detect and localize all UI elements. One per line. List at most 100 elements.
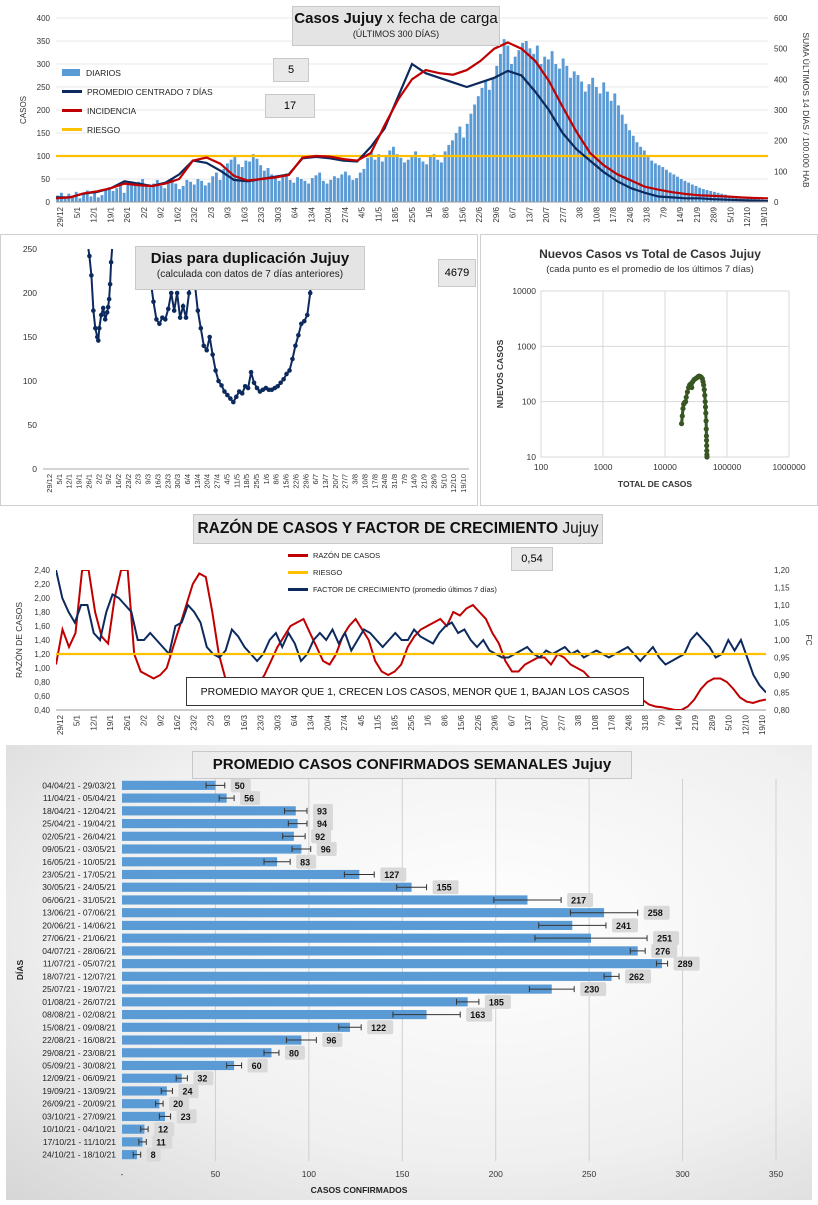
x-tick-label: 16/2 bbox=[173, 206, 182, 222]
bar-diarios bbox=[100, 195, 104, 202]
value-label-bg bbox=[312, 816, 333, 831]
x-tick-label: 11/5 bbox=[232, 474, 241, 488]
x-tick-label: 29/6 bbox=[491, 714, 500, 730]
category-label: 25/04/21 - 19/04/21 bbox=[42, 819, 116, 829]
category-label: 27/06/21 - 21/06/21 bbox=[42, 933, 116, 943]
point-duplicacion bbox=[104, 310, 110, 315]
bar-diarios bbox=[288, 179, 292, 202]
x-tick-label: 100000 bbox=[713, 462, 742, 472]
value-label-bg bbox=[466, 1007, 493, 1022]
bar-diarios bbox=[107, 187, 111, 202]
bar-semanal bbox=[122, 1086, 167, 1096]
point-duplicacion bbox=[154, 317, 159, 322]
bar-diarios bbox=[451, 140, 454, 202]
bar-semanal bbox=[122, 1022, 350, 1032]
bar-diarios bbox=[439, 162, 443, 202]
point-duplicacion bbox=[183, 315, 189, 320]
category-label: 04/07/21 - 28/06/21 bbox=[42, 946, 116, 956]
x-tick-label: 3/8 bbox=[351, 474, 360, 484]
bar-semanal bbox=[122, 1137, 143, 1147]
bar-diarios bbox=[498, 53, 502, 202]
chart-razon-legend: RAZÓN DE CASOS RIESGO FACTOR DE CRECIMIE… bbox=[284, 545, 501, 600]
x-tick-label: 8/6 bbox=[442, 206, 451, 218]
bar-diarios bbox=[517, 50, 521, 203]
y-right-tick-label: 1,15 bbox=[774, 584, 790, 593]
x-tick-label: 16/2 bbox=[114, 474, 123, 489]
legend-promedio-label: PROMEDIO CENTRADO 7 DÍAS bbox=[87, 86, 213, 97]
bar-diarios bbox=[104, 189, 108, 202]
bar-diarios bbox=[421, 161, 425, 202]
legend-promedio-swatch bbox=[62, 90, 82, 93]
x-tick-label: 26/1 bbox=[84, 474, 93, 489]
category-label: 05/09/21 - 30/08/21 bbox=[42, 1061, 116, 1071]
y-right-tick-label: 0,95 bbox=[774, 654, 790, 663]
point-duplicacion bbox=[245, 385, 251, 391]
value-label-bg bbox=[316, 842, 337, 857]
chart-duplicacion-subtitle: (calculada con datos de 7 días anteriore… bbox=[156, 269, 344, 280]
bar-diarios bbox=[546, 59, 550, 203]
value-label: 8 bbox=[151, 1150, 156, 1160]
bar-diarios bbox=[178, 189, 181, 202]
chart-casos-panel: 0 50 100 150 200 250 300 350 400 0 100 200 300 400 500… bbox=[0, 0, 818, 232]
legend-fc: FACTOR DE CRECIMIENTO (promedio últimos … bbox=[288, 581, 497, 598]
x-tick-label: 9/2 bbox=[156, 714, 165, 726]
x-tick-label: 5/10 bbox=[439, 474, 448, 489]
x-tick-label: 2/2 bbox=[94, 474, 103, 484]
chart-casos-callout-1: 5 bbox=[273, 58, 309, 82]
bar-diarios bbox=[676, 176, 679, 202]
bar-diarios bbox=[321, 180, 325, 202]
category-label: 29/08/21 - 23/08/21 bbox=[42, 1048, 116, 1058]
value-label-bg bbox=[296, 854, 317, 869]
value-label-bg bbox=[178, 1083, 199, 1098]
chart-nuevos-title: Nuevos Casos vs Total de Casos Jujuy bbox=[539, 247, 761, 261]
point-duplicacion bbox=[107, 281, 113, 287]
chart-semanales-title-bold: PROMEDIO CASOS CONFIRMADOS SEMANALES bbox=[212, 756, 568, 773]
bar-diarios bbox=[71, 196, 74, 202]
bar-diarios bbox=[281, 175, 285, 202]
bar-semanal bbox=[122, 1073, 182, 1083]
bar-diarios bbox=[218, 179, 222, 202]
bar-diarios bbox=[369, 152, 373, 202]
bar-diarios bbox=[646, 156, 650, 202]
category-label: 10/10/21 - 04/10/21 bbox=[42, 1124, 116, 1134]
bar-diarios bbox=[196, 179, 200, 202]
y-right-tick-label: 1,05 bbox=[774, 619, 790, 628]
x-tick-label: 24/8 bbox=[626, 206, 635, 222]
bar-diarios bbox=[89, 196, 93, 202]
x-tick-label: 18/5 bbox=[391, 206, 400, 222]
y-tick-label: 1,00 bbox=[34, 664, 50, 673]
bar-diarios bbox=[170, 178, 174, 202]
bar-diarios bbox=[237, 164, 240, 202]
bar-diarios bbox=[661, 167, 665, 202]
x-tick-label: 23/3 bbox=[257, 714, 266, 730]
legend-razon-label: RAZÓN DE CASOS bbox=[313, 551, 381, 560]
x-tick-label: 13/7 bbox=[321, 474, 330, 489]
bar-diarios bbox=[668, 172, 672, 202]
chart-semanales-title-rest: Jujuy bbox=[567, 756, 612, 773]
category-label: 06/06/21 - 31/05/21 bbox=[42, 895, 116, 905]
x-tick-label: 13/7 bbox=[524, 714, 533, 730]
bar-diarios bbox=[148, 187, 152, 202]
bar-diarios bbox=[377, 154, 381, 202]
x-tick-label: 100 bbox=[302, 1169, 316, 1179]
x-tick-label: 100 bbox=[534, 462, 548, 472]
value-label: 93 bbox=[317, 806, 327, 816]
x-tick-label: 12/10 bbox=[449, 474, 458, 493]
category-label: 03/10/21 - 27/09/21 bbox=[42, 1111, 116, 1121]
bar-semanal bbox=[122, 857, 278, 867]
y-tick-label: 10000 bbox=[512, 286, 536, 296]
x-tick-label: 12/10 bbox=[743, 206, 752, 227]
category-label: 16/05/21 - 10/05/21 bbox=[42, 857, 116, 867]
chart-duplicacion-title-box: Dias para duplicación Jujuy (calculada c… bbox=[135, 246, 365, 290]
point-duplicacion bbox=[225, 392, 230, 398]
point-nuevos bbox=[701, 387, 707, 393]
x-tick-label: 200 bbox=[489, 1169, 503, 1179]
bar-diarios bbox=[665, 169, 668, 202]
bar-semanal bbox=[122, 971, 612, 981]
y-tick-label: 0 bbox=[46, 198, 51, 207]
y-right-tick-label: 0,85 bbox=[774, 689, 790, 698]
x-tick-label: 14/9 bbox=[674, 714, 683, 730]
category-label: 25/07/21 - 19/07/21 bbox=[42, 984, 116, 994]
y-axis-label: DÍAS bbox=[15, 960, 25, 981]
value-label: 163 bbox=[470, 1010, 485, 1020]
